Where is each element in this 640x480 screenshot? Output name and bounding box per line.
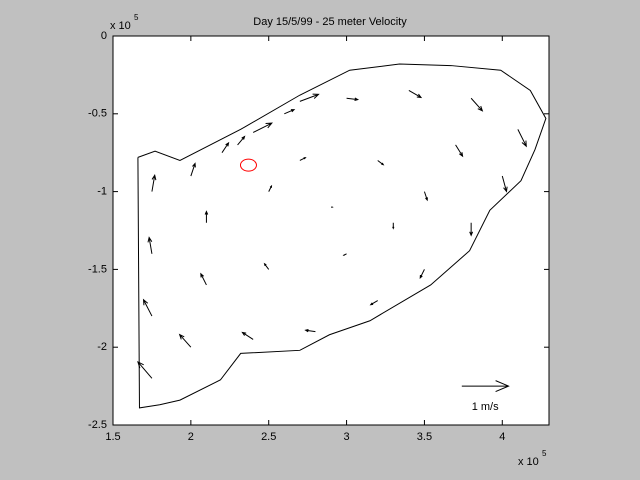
boundary: [137, 63, 547, 409]
y-exponent-power: 5: [134, 13, 139, 22]
x-tick-label: 4: [499, 431, 505, 443]
scale-label: 1 m/s: [472, 401, 499, 413]
scale-arrow: [461, 380, 510, 393]
velocity-arrow: [147, 236, 153, 254]
velocity-arrow: [470, 97, 484, 112]
velocity-arrow: [263, 262, 270, 270]
chart-title: Day 15/5/99 - 25 meter Velocity: [253, 16, 407, 28]
x-tick-label: 2.5: [261, 431, 276, 443]
velocity-arrow: [392, 222, 395, 230]
y-tick-label: -1: [97, 186, 107, 198]
y-exponent-base: x 10: [110, 20, 131, 32]
x-tick-label: 3: [344, 431, 350, 443]
velocity-arrow: [151, 173, 157, 192]
y-tick-label: 0: [101, 30, 107, 42]
y-tick-label: -2.5: [88, 419, 107, 431]
velocity-arrow: [142, 298, 153, 317]
x-tick-label: 2: [188, 431, 194, 443]
velocity-arrow: [190, 162, 196, 177]
marker-circle: [239, 158, 257, 172]
velocity-arrow: [237, 135, 246, 146]
velocity-arrow: [204, 210, 209, 223]
x-exponent-base: x 10: [518, 456, 539, 468]
velocity-arrow: [419, 269, 425, 279]
velocity-arrow: [501, 175, 508, 193]
velocity-arrow: [299, 93, 320, 102]
velocity-arrow: [284, 109, 296, 115]
velocity-arrow: [377, 160, 385, 166]
x-exponent-power: 5: [542, 449, 547, 458]
y-tick-label: -2: [97, 341, 107, 353]
velocity-arrow: [252, 122, 273, 133]
velocity-arrow: [268, 184, 273, 192]
velocity-arrow: [342, 253, 347, 256]
velocity-arrow: [408, 90, 423, 99]
velocity-arrow: [221, 141, 230, 153]
velocity-arrow: [299, 157, 307, 161]
velocity-arrow: [241, 331, 254, 340]
y-tick-label: -1.5: [88, 263, 107, 275]
velocity-arrow: [469, 222, 474, 237]
x-tick-label: 3.5: [417, 431, 432, 443]
velocity-arrow: [455, 144, 464, 158]
velocity-arrow: [304, 328, 316, 333]
velocity-arrow: [517, 129, 527, 148]
velocity-arrow: [178, 333, 192, 348]
velocity-arrow: [137, 361, 153, 379]
velocity-arrow: [346, 97, 360, 102]
velocity-arrow: [369, 300, 378, 306]
y-tick-label: -0.5: [88, 108, 107, 120]
velocity-arrow: [200, 272, 207, 286]
plot-area: [112, 35, 550, 426]
velocity-arrow: [423, 191, 428, 202]
x-tick-label: 1.5: [105, 431, 120, 443]
